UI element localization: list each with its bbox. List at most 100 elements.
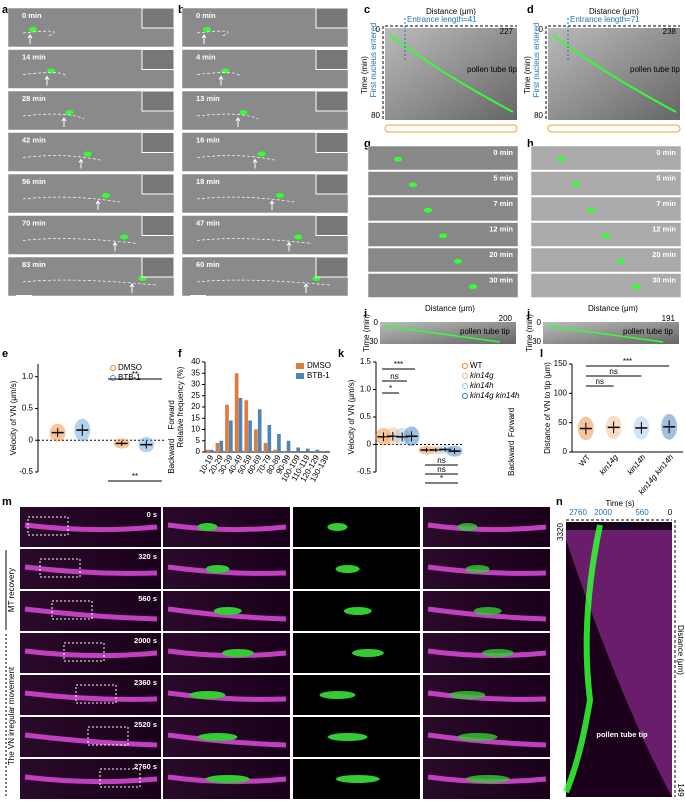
bar xyxy=(282,450,287,452)
significance: ** xyxy=(132,370,138,379)
vn xyxy=(189,691,226,699)
inset xyxy=(141,7,175,29)
vn xyxy=(197,733,238,741)
time-label: 30 min xyxy=(489,275,513,284)
bar xyxy=(267,425,272,452)
fluorescence xyxy=(572,182,580,188)
legend-swatch xyxy=(462,393,468,399)
significance: ns xyxy=(437,465,445,474)
micrograph xyxy=(530,273,682,298)
time-label: 2360 s xyxy=(134,678,157,687)
direction-label: Backward xyxy=(507,441,516,476)
significance: * xyxy=(440,474,443,483)
fluorescence xyxy=(101,192,110,198)
arrow xyxy=(252,158,258,169)
legend-swatch xyxy=(462,373,468,379)
panel-label: n xyxy=(556,496,563,508)
y-tick-label: 0 xyxy=(367,440,372,449)
bar xyxy=(296,447,300,452)
micrograph xyxy=(530,247,682,273)
tube-outline xyxy=(22,196,121,203)
vn-trace xyxy=(546,325,664,343)
inset xyxy=(315,49,349,70)
legend-label: BTB-1 xyxy=(307,371,330,380)
tube-outline xyxy=(22,238,139,244)
panel-label: a xyxy=(2,4,9,16)
vn xyxy=(327,733,368,741)
significance: ** xyxy=(132,472,138,481)
arrow xyxy=(129,283,135,293)
time-label: 30 min xyxy=(652,275,676,284)
vn xyxy=(457,733,498,741)
tube-outline xyxy=(196,196,295,203)
time-label: 12 min xyxy=(652,224,676,233)
direction-label: Forward xyxy=(507,408,516,437)
vn xyxy=(327,523,348,531)
axis-label: Velocity of VN (μm/s) xyxy=(9,380,18,455)
tube xyxy=(167,522,287,533)
fluorescence xyxy=(424,207,432,213)
bar xyxy=(286,440,291,452)
tube-outline xyxy=(196,72,241,78)
label: Distance (μm) xyxy=(589,7,639,16)
time-label: 0 min xyxy=(493,148,513,157)
panel-label: h xyxy=(527,138,534,150)
tube xyxy=(427,732,547,748)
bar xyxy=(325,450,329,452)
bar xyxy=(277,434,281,452)
panel-label: g xyxy=(364,138,371,150)
inset xyxy=(141,90,175,112)
significance: ns xyxy=(390,372,398,381)
panel-label: j xyxy=(526,308,530,320)
label: 0 xyxy=(374,318,379,327)
vn-trace xyxy=(552,34,677,113)
axis-label: MT recovery xyxy=(7,568,16,612)
arrow xyxy=(44,75,50,86)
bar xyxy=(315,449,320,452)
vn xyxy=(335,565,360,573)
significance: ns xyxy=(596,377,604,386)
y-tick-label: 35 xyxy=(191,368,200,377)
tube xyxy=(427,522,547,533)
y-tick-label: -0.5 xyxy=(357,467,371,476)
vn xyxy=(465,565,490,573)
time-label: 4 min xyxy=(196,52,216,61)
y-tick-label: 30 xyxy=(191,380,200,389)
y-tick-label: 0.5 xyxy=(22,404,34,413)
time-label: 5 min xyxy=(493,173,513,182)
tube xyxy=(427,606,547,622)
roi-box xyxy=(75,684,117,704)
arrow xyxy=(201,34,207,44)
time-label: 5 min xyxy=(656,173,676,182)
roi-box xyxy=(39,558,81,578)
tube xyxy=(24,606,158,622)
time-label: 56 min xyxy=(22,177,46,186)
inset xyxy=(315,90,349,112)
label: Time (s) xyxy=(605,499,634,508)
label: pollen tube tip xyxy=(630,65,680,74)
micrograph xyxy=(367,273,519,298)
label: 149 xyxy=(676,783,685,797)
tube xyxy=(427,564,547,576)
fluorescence xyxy=(294,234,303,240)
vn xyxy=(457,523,478,531)
time-label: 20 min xyxy=(652,250,676,259)
inset xyxy=(315,215,349,236)
kymograph xyxy=(380,322,516,344)
fluorescence xyxy=(632,284,640,290)
vn xyxy=(449,691,486,699)
bar xyxy=(273,449,277,452)
fluorescence xyxy=(617,258,625,264)
bar xyxy=(254,429,258,452)
inset xyxy=(315,7,349,29)
vn xyxy=(465,775,510,783)
y-tick-label: 0 xyxy=(196,447,201,456)
label: 238 xyxy=(663,27,677,36)
tube-diagram xyxy=(384,124,518,133)
time-label: 28 min xyxy=(22,94,46,103)
kymograph xyxy=(543,322,679,344)
fluorescence xyxy=(275,192,284,198)
time-tick: 560 xyxy=(635,508,649,517)
arrow xyxy=(235,117,241,127)
legend-swatch xyxy=(462,363,468,369)
